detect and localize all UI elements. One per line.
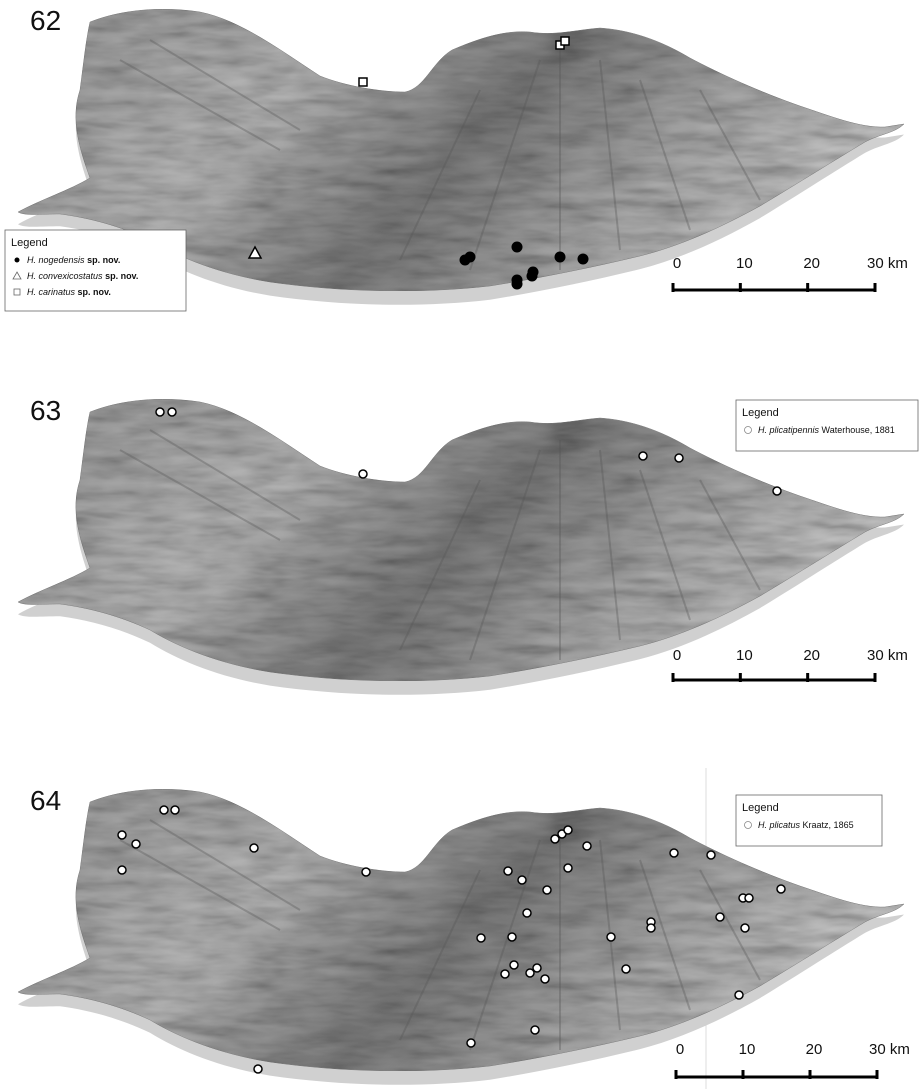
scale-bar: 0 10 20 30 km <box>676 1041 910 1079</box>
scale-bar: 0 10 20 30 km <box>673 255 908 292</box>
marker-circle <box>716 913 724 921</box>
scale-label: 10 <box>736 255 753 272</box>
marker-circle <box>622 965 630 973</box>
marker-circle <box>477 934 485 942</box>
legend-title: Legend <box>742 802 779 814</box>
marker-circle <box>501 970 509 978</box>
marker-circle <box>564 826 572 834</box>
legend-entry: H. plicatipennis Waterhouse, 1881 <box>758 425 895 435</box>
marker-circle <box>118 866 126 874</box>
scale-label: 30 km <box>867 647 908 664</box>
marker-circle <box>171 806 179 814</box>
marker-circle <box>583 842 591 850</box>
marker-circle <box>773 487 781 495</box>
marker-dot <box>512 279 523 290</box>
legend-symbol <box>15 258 20 263</box>
marker-circle <box>523 909 531 917</box>
legend-title: Legend <box>11 237 48 249</box>
scale-label: 0 <box>676 1041 684 1058</box>
species-name: H. plicatipennis <box>758 425 820 435</box>
marker-dot <box>465 252 476 263</box>
marker-dot <box>527 271 538 282</box>
marker-circle <box>118 831 126 839</box>
marker-circle <box>735 991 743 999</box>
species-note: Kraatz, 1865 <box>803 820 854 830</box>
marker-circle <box>707 851 715 859</box>
marker-circle <box>508 933 516 941</box>
scale-bar: 0 10 20 30 km <box>673 647 908 682</box>
species-name: H. nogedensis <box>27 255 85 265</box>
species-name: H. carinatus <box>27 287 76 297</box>
scale-label: 0 <box>673 255 681 272</box>
scale-label: 10 <box>739 1041 756 1058</box>
legend-entry: H. carinatus sp. nov. <box>27 287 111 297</box>
marker-circle <box>607 933 615 941</box>
marker-circle <box>647 924 655 932</box>
panel-number: 63 <box>30 395 61 426</box>
legend-entry: H. plicatus Kraatz, 1865 <box>758 820 854 830</box>
scale-label: 20 <box>803 647 820 664</box>
marker-circle <box>168 408 176 416</box>
marker-circle <box>254 1065 262 1073</box>
legend-entry: H. convexicostatus sp. nov. <box>27 271 138 281</box>
scale-label: 30 km <box>867 255 908 272</box>
legend: Legend H. plicatipennis Waterhouse, 1881 <box>736 400 918 451</box>
marker-circle <box>359 470 367 478</box>
marker-circle <box>675 454 683 462</box>
scale-label: 0 <box>673 647 681 664</box>
marker-circle <box>362 868 370 876</box>
marker-circle <box>160 806 168 814</box>
marker-square <box>359 78 367 86</box>
marker-circle <box>132 840 140 848</box>
marker-dot <box>555 252 566 263</box>
panel-number: 64 <box>30 785 61 816</box>
scale-label: 30 km <box>869 1041 910 1058</box>
marker-circle <box>777 885 785 893</box>
scale-label: 20 <box>803 255 820 272</box>
legend-entry: H. nogedensis sp. nov. <box>27 255 120 265</box>
scale-label: 20 <box>806 1041 823 1058</box>
marker-circle <box>156 408 164 416</box>
marker-circle <box>518 876 526 884</box>
marker-circle <box>510 961 518 969</box>
species-note: sp. nov. <box>87 255 120 265</box>
marker-circle <box>467 1039 475 1047</box>
species-note: sp. nov. <box>105 271 138 281</box>
marker-circle <box>533 964 541 972</box>
marker-circle <box>543 886 551 894</box>
marker-circle <box>250 844 258 852</box>
marker-dot <box>512 242 523 253</box>
marker-circle <box>741 924 749 932</box>
marker-circle <box>541 975 549 983</box>
legend-title: Legend <box>742 407 779 419</box>
species-name: H. plicatus <box>758 820 801 830</box>
marker-dot <box>578 254 589 265</box>
marker-circle <box>531 1026 539 1034</box>
marker-square <box>561 37 569 45</box>
species-note: Waterhouse, 1881 <box>822 425 895 435</box>
marker-circle <box>564 864 572 872</box>
scale-label: 10 <box>736 647 753 664</box>
marker-circle <box>745 894 753 902</box>
species-name: H. convexicostatus <box>27 271 103 281</box>
legend: Legend H. plicatus Kraatz, 1865 <box>736 795 882 846</box>
panel-number: 62 <box>30 5 61 36</box>
marker-circle <box>639 452 647 460</box>
marker-circle <box>670 849 678 857</box>
figure: 62LegendH. nogedensis sp. nov.H. convexi… <box>0 0 924 1089</box>
marker-circle <box>504 867 512 875</box>
species-note: sp. nov. <box>78 287 111 297</box>
